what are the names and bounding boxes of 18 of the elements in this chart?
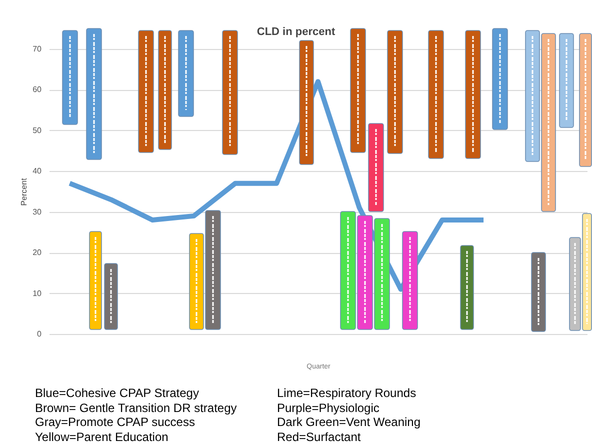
- text: Dark Green=Vent Weaning: [277, 415, 421, 430]
- y-tick-label: 50: [32, 126, 42, 135]
- y-tick-label: 70: [32, 44, 42, 54]
- y-tick-label: 40: [32, 166, 42, 176]
- text: Lime=Respiratory Rounds: [277, 386, 416, 400]
- text: Red=Surfactant: [277, 430, 361, 444]
- text: Blue=Cohesive CPAP Strategy: [35, 386, 199, 400]
- y-tick-label: 20: [32, 248, 42, 258]
- y-tick-label: 10: [32, 288, 42, 298]
- text: Purple=Physiologic: [277, 400, 380, 415]
- y-axis-title: Percent: [20, 177, 29, 206]
- chart-title: CLD in percent: [256, 26, 336, 38]
- text: Gray=Promote CPAP success: [35, 415, 195, 430]
- text: Yellow=Parent Education: [35, 430, 168, 444]
- y-tick-label: 30: [32, 207, 42, 216]
- y-tick-label: 0: [37, 330, 42, 338]
- y-tick-label: 60: [32, 85, 42, 94]
- text: Brown= Gentle Transition DR strategy: [35, 400, 237, 415]
